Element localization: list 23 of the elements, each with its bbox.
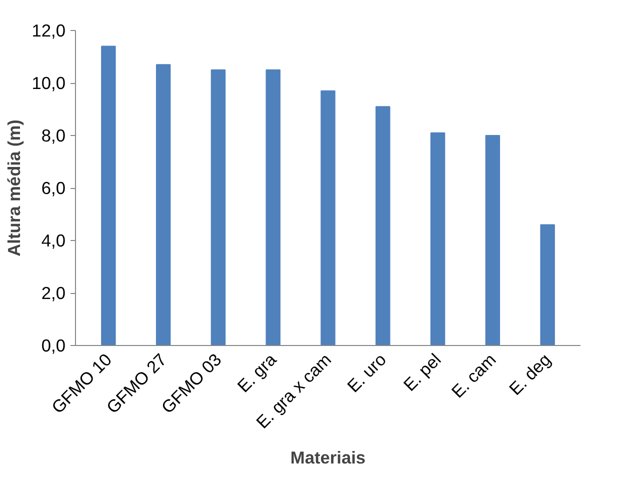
x-tick-label: E. uro xyxy=(343,349,390,396)
bar xyxy=(156,64,171,346)
bar xyxy=(540,224,555,346)
bar xyxy=(320,90,336,346)
bar xyxy=(430,132,446,346)
bar xyxy=(210,69,226,346)
y-tick-label: 0,0 xyxy=(41,336,66,356)
y-tick-label: 2,0 xyxy=(41,283,66,303)
x-tick-label: E. deg xyxy=(505,349,555,399)
bar xyxy=(376,106,390,346)
y-axis-title: Altura média (m) xyxy=(4,120,24,256)
y-tick-label: 8,0 xyxy=(41,126,66,146)
y-tick-label: 10,0 xyxy=(32,73,66,93)
x-tick-label: E. cam xyxy=(447,349,500,402)
bar xyxy=(266,69,280,346)
y-tick-label: 4,0 xyxy=(41,230,66,250)
bar xyxy=(101,46,116,346)
x-axis-title: Materiais xyxy=(290,447,366,468)
bar xyxy=(485,135,500,346)
y-tick-label: 6,0 xyxy=(41,178,66,198)
x-tick-label: E. gra xyxy=(233,349,280,396)
y-tick-label: 12,0 xyxy=(32,20,66,40)
x-tick-label: E. pel xyxy=(399,349,445,395)
